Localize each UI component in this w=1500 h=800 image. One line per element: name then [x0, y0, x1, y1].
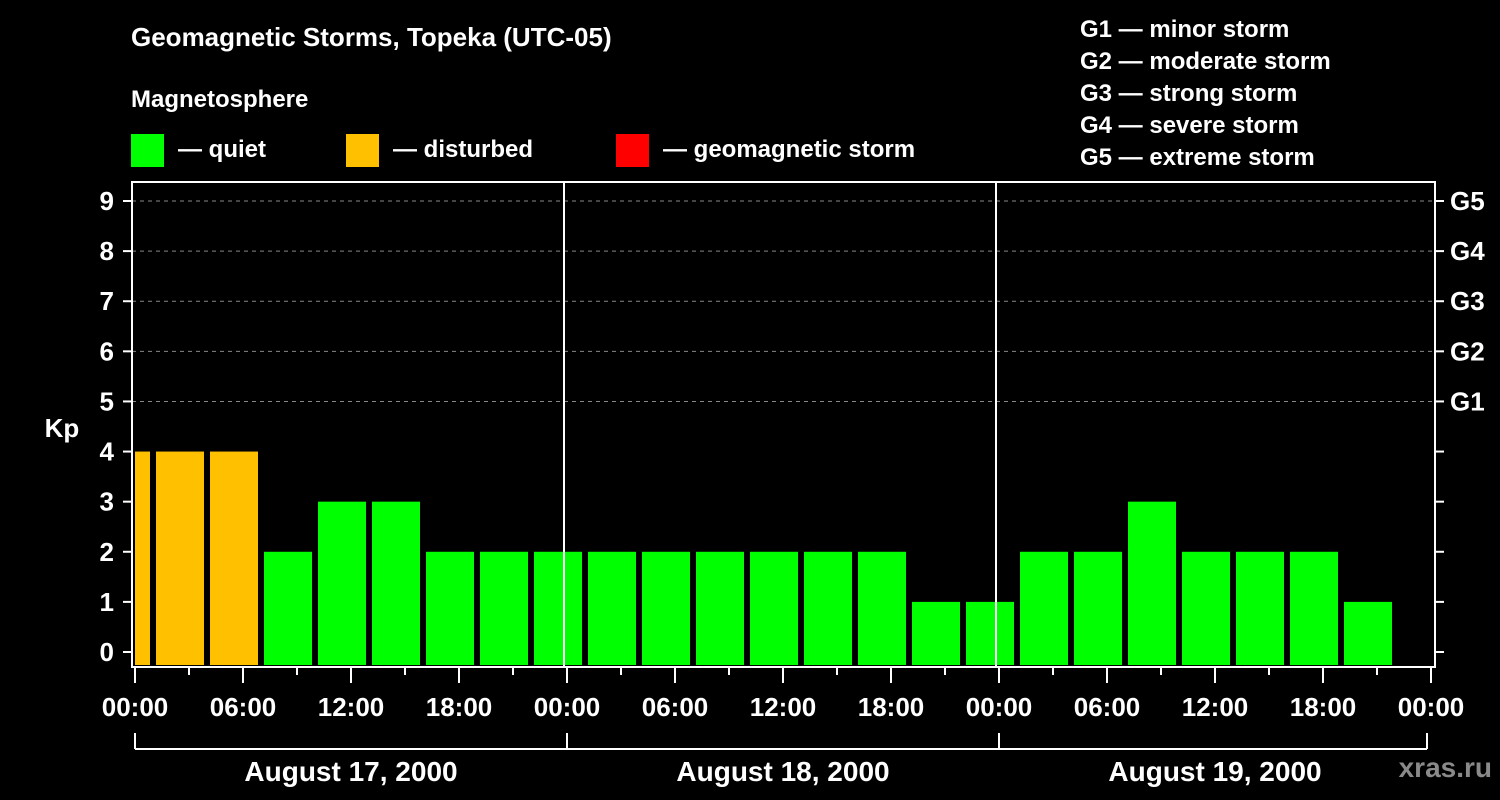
kp-bar — [1290, 551, 1338, 665]
kp-bar — [318, 501, 366, 665]
kp-bar — [1020, 551, 1068, 665]
x-tick-label: 12:00 — [318, 692, 385, 722]
x-tick-label: 06:00 — [210, 692, 277, 722]
storm-scale-legend: G1 — minor storm G2 — moderate storm G3 … — [1080, 14, 1331, 174]
kp-bar — [264, 551, 312, 665]
x-tick-label: 00:00 — [534, 692, 601, 722]
g-level-label: G4 — [1450, 236, 1485, 266]
chart-title: Geomagnetic Storms, Topeka (UTC-05) — [131, 22, 612, 52]
g-level-label: G5 — [1450, 186, 1485, 216]
kp-bar — [804, 551, 852, 665]
axes: 0 1 2 3 4 5 6 7 8 9 G1 G2 G3 G4 G5 00:00 06:00 12:00 18:00… — [100, 181, 1485, 787]
kp-bar — [1236, 551, 1284, 665]
y-tick-label: 0 — [100, 637, 114, 667]
x-tick-label: 06:00 — [642, 692, 709, 722]
y-tick-label: 4 — [100, 437, 115, 467]
y-tick-label: 8 — [100, 236, 114, 266]
x-tick-label: 00:00 — [102, 692, 169, 722]
legend-label-storm: — geomagnetic storm — [663, 136, 916, 163]
date-label: August 18, 2000 — [676, 756, 889, 787]
x-tick-label: 18:00 — [426, 692, 493, 722]
kp-bar — [372, 501, 420, 665]
kp-bar — [750, 551, 798, 665]
storm-scale-g3: G3 — strong storm — [1080, 80, 1298, 107]
legend-item-storm: — geomagnetic storm — [616, 133, 916, 167]
kp-bar — [135, 451, 150, 665]
y-tick-label: 6 — [100, 336, 114, 366]
y-tick-label: 1 — [100, 587, 114, 617]
legend-label-quiet: — quiet — [178, 136, 266, 163]
kp-bar — [156, 451, 204, 665]
legend-label-disturbed: — disturbed — [393, 136, 534, 163]
storm-scale-g4: G4 — severe storm — [1080, 112, 1299, 139]
storm-swatch-icon — [616, 133, 649, 167]
y-tick-label: 7 — [100, 286, 114, 316]
x-tick-label: 18:00 — [858, 692, 925, 722]
kp-bar — [480, 551, 528, 665]
y-tick-label: 3 — [100, 487, 114, 517]
disturbed-swatch-icon — [346, 133, 379, 167]
quiet-swatch-icon — [131, 133, 164, 167]
storm-scale-g2: G2 — moderate storm — [1080, 48, 1331, 75]
date-label: August 19, 2000 — [1108, 756, 1321, 787]
kp-bar — [534, 551, 582, 665]
kp-bar — [1182, 551, 1230, 665]
gridlines — [132, 200, 1435, 402]
date-label: August 17, 2000 — [244, 756, 457, 787]
x-tick-label: 06:00 — [1074, 692, 1141, 722]
x-tick-label: 12:00 — [750, 692, 817, 722]
x-tick-label: 00:00 — [966, 692, 1033, 722]
storm-scale-g1: G1 — minor storm — [1080, 16, 1290, 43]
storm-scale-g5: G5 — extreme storm — [1080, 144, 1315, 171]
chart-subtitle: Magnetosphere — [131, 86, 309, 113]
kp-bar — [588, 551, 636, 665]
kp-bar — [912, 601, 960, 665]
legend-item-quiet: — quiet — [131, 133, 266, 167]
kp-bars — [135, 451, 1392, 665]
g-level-label: G3 — [1450, 286, 1485, 316]
watermark: xras.ru — [1398, 752, 1492, 783]
x-tick-label: 00:00 — [1398, 692, 1465, 722]
kp-bar — [1128, 501, 1176, 665]
kp-bar — [966, 601, 1014, 665]
x-tick-label: 12:00 — [1182, 692, 1249, 722]
kp-bar — [210, 451, 258, 665]
g-level-label: G1 — [1450, 386, 1485, 416]
kp-bar — [1074, 551, 1122, 665]
y-tick-label: 2 — [100, 537, 114, 567]
legend-item-disturbed: — disturbed — [346, 133, 534, 167]
y-axis-label: Kp — [45, 413, 80, 443]
kp-bar — [1344, 601, 1392, 665]
y-tick-label: 5 — [100, 386, 114, 416]
kp-bar — [426, 551, 474, 665]
kp-bar — [696, 551, 744, 665]
kp-bar — [642, 551, 690, 665]
kp-bar — [858, 551, 906, 665]
y-tick-label: 9 — [100, 186, 114, 216]
x-tick-label: 18:00 — [1290, 692, 1357, 722]
g-level-label: G2 — [1450, 336, 1485, 366]
